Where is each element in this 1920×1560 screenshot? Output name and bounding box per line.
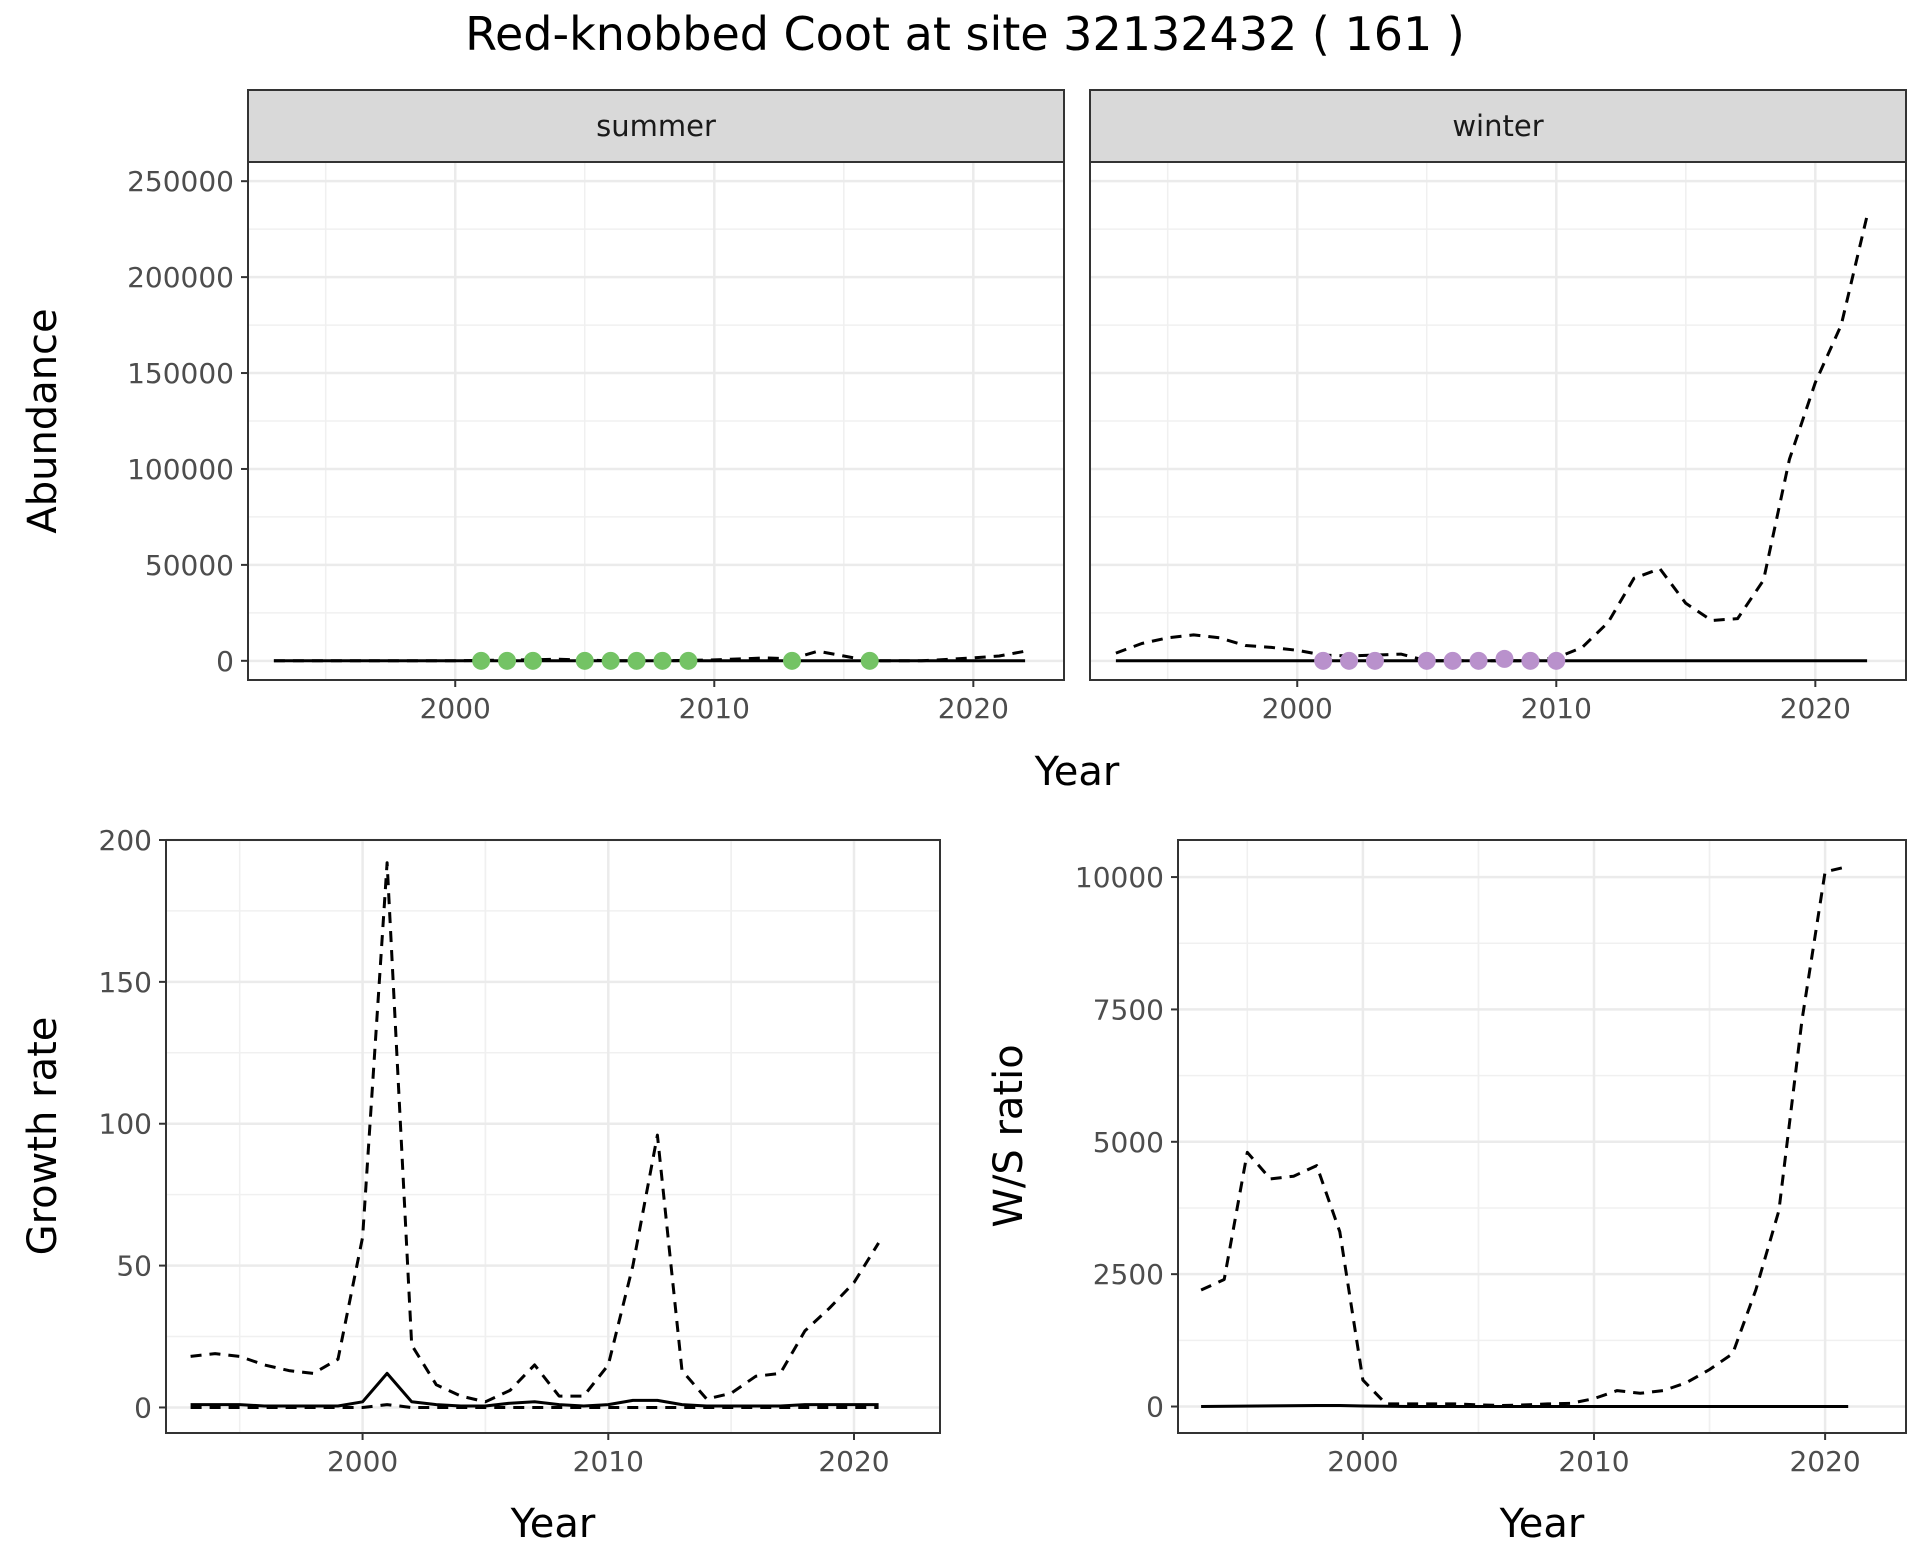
ratio-x-axis-title: Year: [1499, 1501, 1585, 1547]
y-tick-label: 0: [134, 1391, 152, 1424]
summer-data-point: [860, 651, 879, 670]
x-tick-label: 2000: [420, 692, 491, 725]
summer-data-point: [575, 651, 594, 670]
summer-data-point: [498, 651, 517, 670]
growth-dashed-line-0: [190, 861, 880, 1404]
y-tick-label: 7500: [1093, 993, 1164, 1026]
y-tick-label: 10000: [1075, 861, 1164, 894]
growth-dashed-line-2: [190, 1403, 879, 1409]
y-tick-label: 150000: [127, 357, 234, 390]
x-tick-label: 2010: [679, 692, 750, 725]
summer-data-point: [679, 651, 698, 670]
x-tick-label: 2020: [818, 1445, 889, 1478]
y-tick-label: 100: [99, 1108, 152, 1141]
y-tick-label: 2500: [1093, 1258, 1164, 1291]
winter-data-point: [1495, 649, 1514, 668]
summer-data-point: [523, 651, 542, 670]
summer-facet-panel: summer 2000 2010 2020 0 50000 100000 150000 2000…: [20, 89, 1120, 795]
panel-border: [1177, 839, 1907, 1434]
winter-facet-panel: winter 2000 2010 2020: [1089, 89, 1907, 725]
x-tick-label: 2020: [938, 692, 1009, 725]
growth-x-axis-title: Year: [510, 1501, 596, 1547]
y-tick-label: 100000: [127, 453, 234, 486]
summer-data-point: [601, 651, 620, 670]
winter-data-point: [1521, 651, 1540, 670]
y-tick-label: 0: [216, 645, 234, 678]
plot-background: [166, 840, 940, 1433]
winter-strip: [1089, 89, 1907, 163]
x-tick-label: 2020: [1789, 1445, 1860, 1478]
summer-strip: [247, 89, 1065, 163]
y-tick-label: 50: [116, 1250, 152, 1283]
x-tick-label: 2010: [1558, 1445, 1629, 1478]
x-tick-label: 2010: [573, 1445, 644, 1478]
growth-y-axis-title: Growth rate: [20, 1017, 66, 1256]
x-tick-label: 2020: [1780, 692, 1851, 725]
winter-data-point: [1417, 651, 1436, 670]
winter-data-point: [1314, 651, 1333, 670]
y-tick-label: 0: [1146, 1391, 1164, 1424]
ws-ratio-panel: 2000 2010 2020 0 2500 5000 7500 10000 Year W/S ra…: [986, 839, 1907, 1547]
winter-dashed-line: [1115, 215, 1869, 663]
y-tick-label: 50000: [145, 549, 234, 582]
y-tick-label: 250000: [127, 165, 234, 198]
summer-data-point: [627, 651, 646, 670]
ratio-y-axis-title: W/S ratio: [986, 1044, 1032, 1227]
y-tick-label: 150: [99, 966, 152, 999]
winter-data-point: [1365, 651, 1384, 670]
x-tick-label: 2000: [1262, 692, 1333, 725]
plot-background: [1178, 840, 1906, 1433]
ratio-dashed-line-0: [1200, 865, 1849, 1407]
summer-data-point: [472, 651, 491, 670]
chart-title: Red-knobbed Coot at site 32132432 ( 161 …: [465, 7, 1465, 61]
winter-data-point: [1340, 651, 1359, 670]
x-tick-label: 2000: [1327, 1445, 1398, 1478]
abundance-y-axis-title: Abundance: [20, 308, 66, 533]
summer-data-point: [653, 651, 672, 670]
abundance-x-axis-title: Year: [1034, 749, 1120, 795]
y-tick-label: 5000: [1093, 1126, 1164, 1159]
winter-strip-label: winter: [1452, 109, 1543, 143]
winter-data-point: [1469, 651, 1488, 670]
summer-strip-label: summer: [596, 109, 716, 143]
y-tick-label: 200: [99, 824, 152, 857]
ratio-solid-line-1: [1201, 1404, 1849, 1408]
winter-data-point: [1547, 651, 1566, 670]
x-tick-label: 2000: [327, 1445, 398, 1478]
panel-border: [165, 839, 941, 1434]
x-tick-label: 2010: [1521, 692, 1592, 725]
winter-data-point: [1443, 651, 1462, 670]
y-tick-label: 200000: [127, 261, 234, 294]
growth-rate-panel: 2000 2010 2020 0 50 100 150 200 Year Growth rate: [20, 824, 941, 1547]
summer-data-point: [783, 651, 801, 670]
